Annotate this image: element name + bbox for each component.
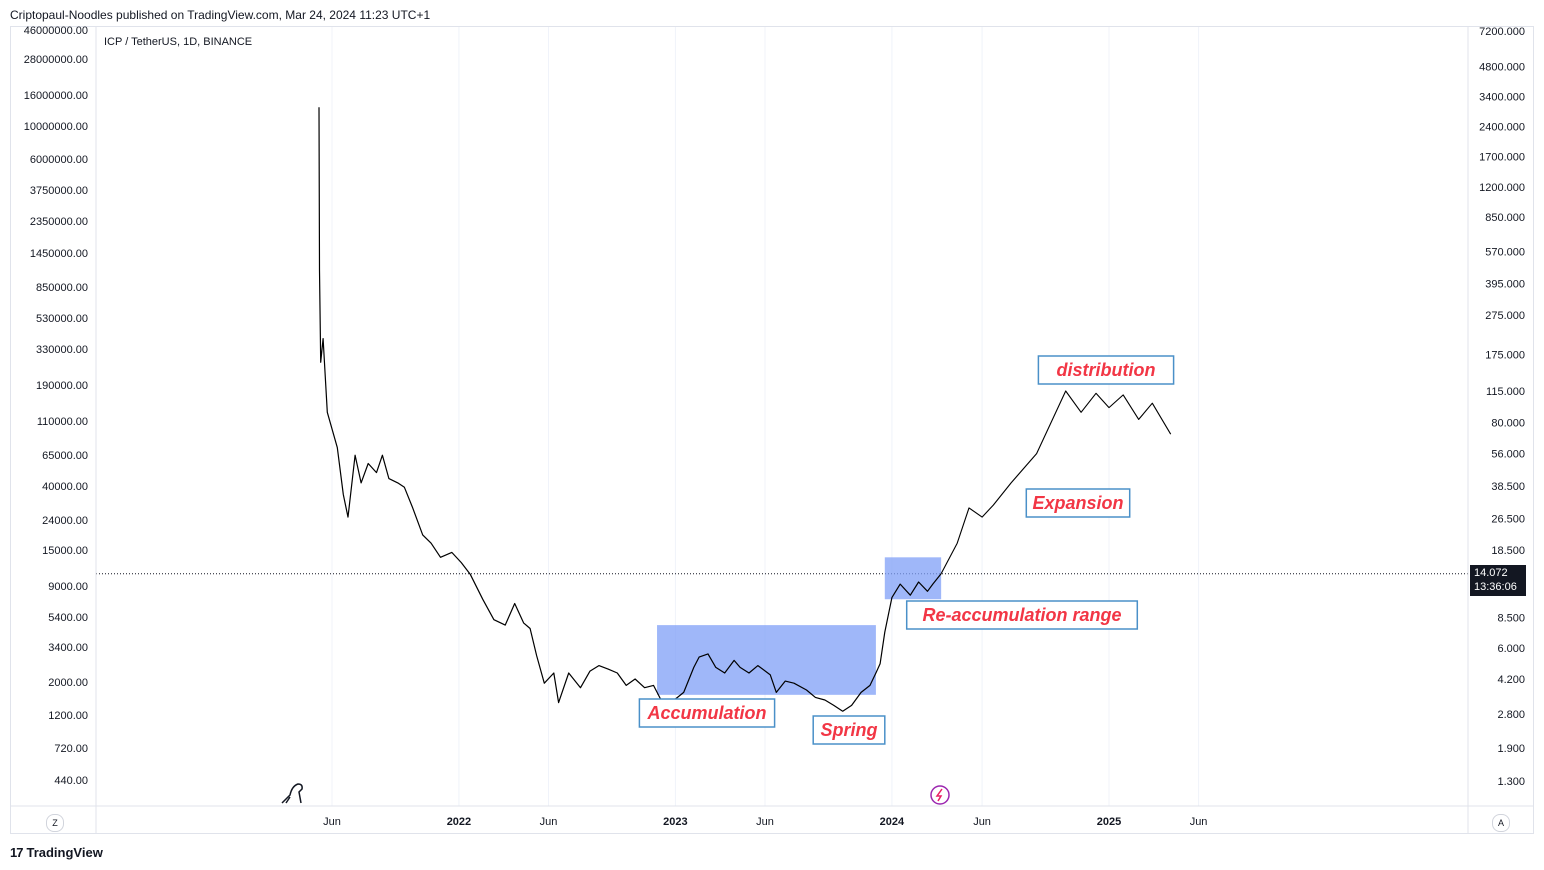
- right-axis-tick: 2400.000: [1479, 122, 1525, 134]
- range-box: [884, 557, 942, 600]
- symbol-label[interactable]: ICP / TetherUS, 1D, BINANCE: [104, 36, 253, 48]
- bar-countdown: 13:36:06: [1474, 580, 1517, 593]
- right-axis-tick: 18.500: [1491, 545, 1525, 557]
- left-axis-tick: 530000.00: [36, 313, 88, 325]
- right-axis-tick: 395.000: [1485, 279, 1525, 291]
- left-axis-tick: 440.00: [54, 775, 88, 787]
- right-axis-tick: 1700.000: [1479, 152, 1525, 164]
- annotation-label: Expansion: [1032, 493, 1123, 513]
- annotation-box: [638, 698, 776, 728]
- left-axis-tick: 16000000.00: [24, 90, 88, 102]
- brand-name: TradingView: [26, 845, 103, 860]
- tradingview-footer: 17 TradingView: [10, 845, 103, 860]
- left-axis-tick: 28000000.00: [24, 54, 88, 66]
- left-axis-tick: 65000.00: [42, 450, 88, 462]
- dino-icon: [281, 783, 303, 804]
- left-axis-tick: 330000.00: [36, 344, 88, 356]
- left-axis-tick: 15000.00: [42, 545, 88, 557]
- right-axis-tick: 2.800: [1497, 709, 1525, 721]
- left-axis-tick: 190000.00: [36, 380, 88, 392]
- auto-scale-toggle[interactable]: A: [1492, 814, 1510, 832]
- left-axis-tick: 5400.00: [48, 612, 88, 624]
- annotation-box: [812, 715, 886, 745]
- last-price-tag: 14.072 13:36:06: [1470, 564, 1526, 596]
- left-axis-tick: 40000.00: [42, 481, 88, 493]
- left-axis-tick: 3400.00: [48, 642, 88, 654]
- annotation-box: [905, 600, 1139, 630]
- price-line: [318, 107, 942, 712]
- left-axis-tick: 24000.00: [42, 515, 88, 527]
- left-axis-tick: 850000.00: [36, 282, 88, 294]
- right-axis-tick: 1200.000: [1479, 182, 1525, 194]
- left-axis-tick: 3750000.00: [30, 185, 88, 197]
- time-axis-tick: Jun: [756, 816, 774, 828]
- annotation-label: Accumulation: [646, 703, 766, 723]
- last-price: 14.072: [1474, 566, 1508, 579]
- right-axis-tick: 38.500: [1491, 481, 1525, 493]
- right-axis-tick: 1.300: [1497, 776, 1525, 788]
- annotation-box: [1025, 488, 1131, 518]
- right-axis-tick: 26.500: [1491, 514, 1525, 526]
- right-axis-tick: 8.500: [1497, 613, 1525, 625]
- left-axis-tick: 720.00: [54, 743, 88, 755]
- left-axis-tick: 1450000.00: [30, 248, 88, 260]
- time-axis-tick: Jun: [323, 816, 341, 828]
- left-axis-tick: 6000000.00: [30, 154, 88, 166]
- right-axis-tick: 6.000: [1497, 643, 1525, 655]
- range-box: [657, 625, 876, 695]
- right-axis-tick: 115.000: [1486, 386, 1525, 398]
- left-axis-tick: 1200.00: [48, 710, 88, 722]
- lightning-icon: [935, 788, 943, 802]
- annotation-label: Re-accumulation range: [922, 605, 1121, 625]
- right-axis-tick: 3400.000: [1479, 91, 1525, 103]
- publish-header: Criptopaul-Noodles published on TradingV…: [10, 8, 431, 22]
- annotation-label: distribution: [1057, 360, 1156, 380]
- left-axis-tick: 10000000.00: [24, 121, 88, 133]
- left-axis-tick: 46000000.00: [24, 25, 88, 37]
- left-axis-tick: 9000.00: [48, 581, 88, 593]
- left-axis-tick: 2000.00: [48, 677, 88, 689]
- tradingview-logo-icon: 17: [10, 845, 24, 860]
- projection-line: [940, 390, 1172, 575]
- events-icon: [930, 785, 950, 805]
- chart-frame: [10, 26, 1534, 834]
- annotation-box: [1037, 355, 1175, 385]
- time-axis-tick: 2025: [1097, 816, 1121, 828]
- right-axis-tick: 175.000: [1485, 349, 1525, 361]
- right-axis-tick: 7200.000: [1479, 26, 1525, 38]
- time-axis-tick: 2023: [663, 816, 687, 828]
- right-axis-tick: 1.900: [1497, 743, 1525, 755]
- right-axis-tick: 275.000: [1485, 310, 1525, 322]
- right-axis-tick: 4800.000: [1479, 61, 1525, 73]
- right-axis-tick: 570.000: [1485, 247, 1525, 259]
- right-axis-tick: 4.200: [1497, 674, 1525, 686]
- annotation-label: Spring: [821, 720, 878, 740]
- left-axis-tick: 110000.00: [37, 416, 88, 428]
- time-axis-tick: 2022: [447, 816, 471, 828]
- log-scale-toggle-left[interactable]: Z: [46, 814, 64, 832]
- right-axis-tick: 850.000: [1485, 212, 1525, 224]
- left-axis-tick: 2350000.00: [30, 216, 88, 228]
- time-axis-tick: Jun: [1190, 816, 1208, 828]
- right-axis-tick: 80.000: [1491, 418, 1525, 430]
- time-axis-tick: Jun: [973, 816, 991, 828]
- time-axis-tick: Jun: [540, 816, 558, 828]
- time-axis-tick: 2024: [880, 816, 905, 828]
- right-axis-tick: 56.000: [1491, 449, 1525, 461]
